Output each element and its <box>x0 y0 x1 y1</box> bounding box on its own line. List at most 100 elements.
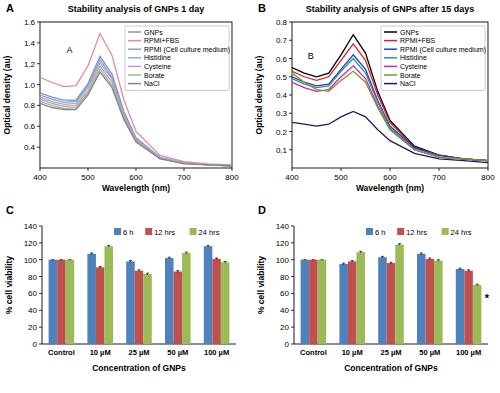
x-tick-label: 50 µM <box>419 348 440 357</box>
bar <box>434 261 443 344</box>
error-line <box>139 270 140 272</box>
y-tick-label: 0.4 <box>24 143 36 152</box>
error-cap <box>185 252 188 253</box>
error-bar <box>168 257 171 259</box>
series-line <box>292 111 488 162</box>
error-cap <box>224 261 227 262</box>
y-tick-label: 0.6 <box>24 122 36 131</box>
x-tick-label: 400 <box>33 173 47 182</box>
bar <box>204 246 213 344</box>
legend-swatch <box>128 48 141 50</box>
y-tick-label: 40 <box>280 306 289 315</box>
y-tick <box>289 131 292 132</box>
legend-label: RPMI+FBS <box>400 37 436 44</box>
x-tick-label: 500 <box>334 173 348 182</box>
error-line <box>438 260 439 262</box>
bar <box>165 258 174 344</box>
legend-label: Borate <box>400 72 421 79</box>
x-tick-label: 10 µM <box>90 348 111 357</box>
error-bar <box>390 262 393 264</box>
legend-box <box>125 26 229 90</box>
y-axis-label: Optical density (au) <box>2 55 12 134</box>
y-tick-label: 140 <box>24 222 38 231</box>
error-bar <box>320 259 323 260</box>
legend-label: 6 h <box>375 228 385 237</box>
bar <box>464 271 473 344</box>
legend-swatch <box>384 40 397 42</box>
y-tick-label: 1.4 <box>24 39 36 48</box>
frame <box>292 22 488 168</box>
x-tick <box>390 168 391 171</box>
error-bar <box>129 261 132 263</box>
legend-swatch <box>128 57 141 59</box>
x-tick <box>292 168 293 171</box>
x-tick <box>488 168 489 171</box>
y-tick-label: 0.3 <box>276 109 288 118</box>
y-tick-label: 60 <box>28 289 37 298</box>
y-tick-label: 0.6 <box>276 55 288 64</box>
error-bar <box>359 251 362 253</box>
error-cap <box>459 268 462 269</box>
x-tick <box>341 168 342 171</box>
error-line <box>108 245 109 247</box>
error-line <box>147 273 148 275</box>
legend-swatch <box>384 57 397 59</box>
y-axis-label: % cell viability <box>4 256 14 314</box>
x-tick-label: 100 µM <box>204 348 229 357</box>
y-tick-label: 1.6 <box>24 18 36 27</box>
figure: A Stability analysis of GNPs 1 day 0.4 0.6 0… <box>0 0 500 393</box>
y-tick-label: 20 <box>28 323 37 332</box>
y-tick <box>37 147 40 148</box>
legend-swatch <box>114 228 121 235</box>
bar <box>135 271 144 344</box>
error-line <box>216 258 217 260</box>
legend-label: Cysteine <box>144 63 171 71</box>
y-tick <box>289 149 292 150</box>
error-cap <box>398 243 401 244</box>
error-cap <box>68 259 71 260</box>
error-bar <box>312 259 315 260</box>
y-tick-label: 80 <box>28 273 37 282</box>
bar <box>473 285 482 344</box>
error-bar <box>303 259 306 260</box>
bar <box>126 261 135 344</box>
error-cap <box>390 262 393 263</box>
error-bar <box>476 284 479 286</box>
error-bar <box>207 245 210 247</box>
error-line <box>343 263 344 265</box>
legend: 6 h12 hrs24 hrs <box>114 228 220 237</box>
panel-label: C <box>6 204 14 216</box>
legend-label: RPMI+FBS <box>144 37 180 44</box>
error-cap <box>312 259 315 260</box>
error-cap <box>428 258 431 259</box>
x-axis-label: Concentration of GNPs <box>344 363 438 373</box>
error-cap <box>146 273 149 274</box>
legend-label: Histidine <box>144 54 171 61</box>
bar <box>356 252 365 344</box>
legend: 6 h12 hrs24 hrs <box>366 228 472 237</box>
error-cap <box>176 270 179 271</box>
error-bar <box>467 270 470 272</box>
legend-swatch <box>442 228 449 235</box>
panel-label: A <box>6 2 14 14</box>
legend-box <box>381 26 485 90</box>
legend-label: RPMI (Cell culture medium) <box>144 46 230 54</box>
x-tick-label: 25 µM <box>381 348 402 357</box>
legend-swatch <box>190 228 197 235</box>
x-tick <box>136 168 137 171</box>
legend: GNPsRPMI+FBSRPMI (Cell culture medium)Hi… <box>381 26 486 90</box>
bar <box>212 259 221 344</box>
bar-chart: D020406080100120140% cell viabilityContr… <box>256 204 490 373</box>
bar <box>104 246 113 344</box>
x-tick <box>88 168 89 171</box>
bar <box>87 254 96 344</box>
error-cap <box>99 266 102 267</box>
x-tick <box>40 168 41 171</box>
error-line <box>91 253 92 255</box>
y-tick <box>289 95 292 96</box>
error-bar <box>437 260 440 262</box>
legend-swatch <box>384 74 397 76</box>
error-bar <box>215 258 218 260</box>
error-line <box>169 257 170 259</box>
title: Stability analysis of GNPs 1 day <box>68 4 205 14</box>
